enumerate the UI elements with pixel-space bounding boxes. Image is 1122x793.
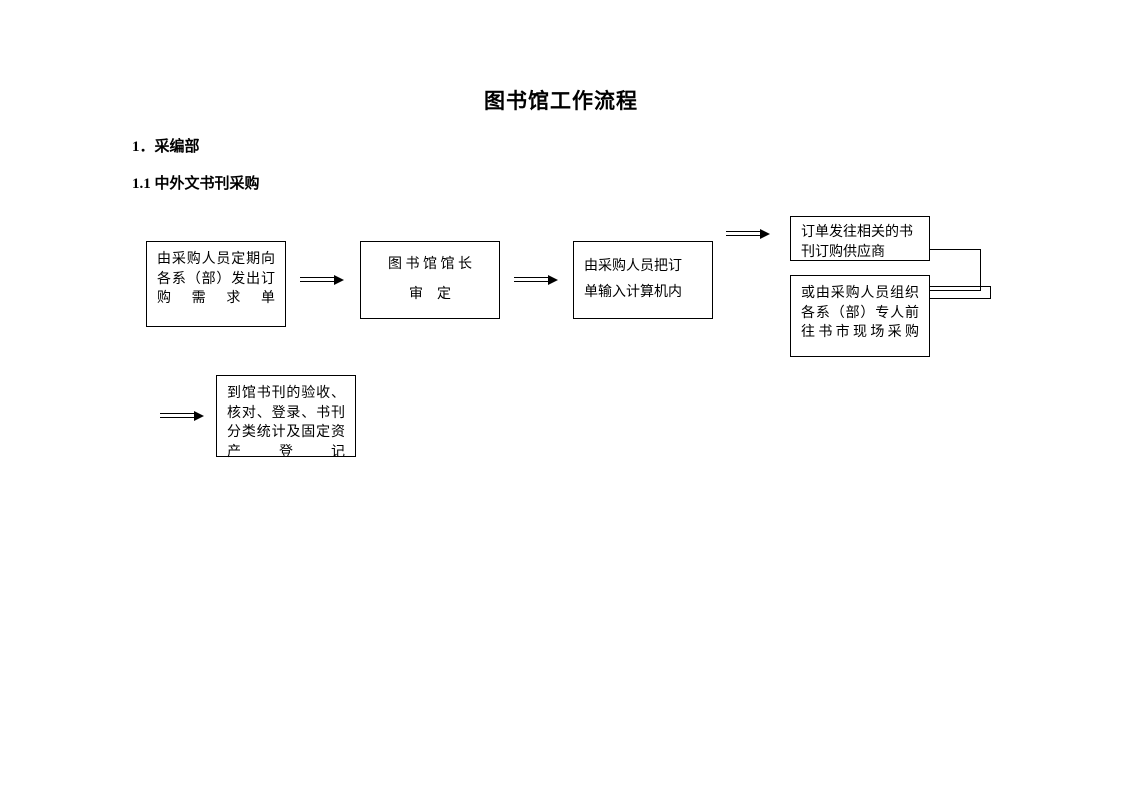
flow-node-4a-text: 订单发往相关的书刊订购供应商 xyxy=(801,225,913,260)
flow-node-1-text: 由采购人员定期向各系（部）发出订购需求单 xyxy=(157,252,275,306)
flow-node-2-line1: 图 书 馆 馆 长 xyxy=(371,255,489,275)
connector-2 xyxy=(980,249,981,290)
flow-node-3-line1: 由采购人员把订 xyxy=(584,257,702,277)
section-1-heading: 1．采编部 xyxy=(132,135,200,156)
connector-4 xyxy=(930,286,990,287)
connector-5 xyxy=(990,286,991,298)
connector-1 xyxy=(930,249,980,250)
connector-6 xyxy=(930,298,991,299)
flow-node-5-text: 到馆书刊的验收、核对、登录、书刊分类统计及固定资产登记 xyxy=(227,386,345,460)
flow-node-4a: 订单发往相关的书刊订购供应商 xyxy=(790,216,930,261)
flow-node-2: 图 书 馆 馆 长 审 定 xyxy=(360,241,500,319)
flow-node-1: 由采购人员定期向各系（部）发出订购需求单 xyxy=(146,241,286,327)
flow-node-3: 由采购人员把订 单输入计算机内 xyxy=(573,241,713,319)
flow-node-3-line2: 单输入计算机内 xyxy=(584,283,702,303)
flow-node-2-line2: 审 定 xyxy=(371,285,489,305)
flow-node-5: 到馆书刊的验收、核对、登录、书刊分类统计及固定资产登记 xyxy=(216,375,356,457)
section-1-1-heading: 1.1 中外文书刊采购 xyxy=(132,172,260,193)
flow-node-4b: 或由采购人员组织各系（部）专人前往书市现场采购 xyxy=(790,275,930,357)
connector-3 xyxy=(930,290,981,291)
page-title: 图书馆工作流程 xyxy=(0,85,1122,115)
flow-node-4b-text: 或由采购人员组织各系（部）专人前往书市现场采购 xyxy=(801,286,919,340)
